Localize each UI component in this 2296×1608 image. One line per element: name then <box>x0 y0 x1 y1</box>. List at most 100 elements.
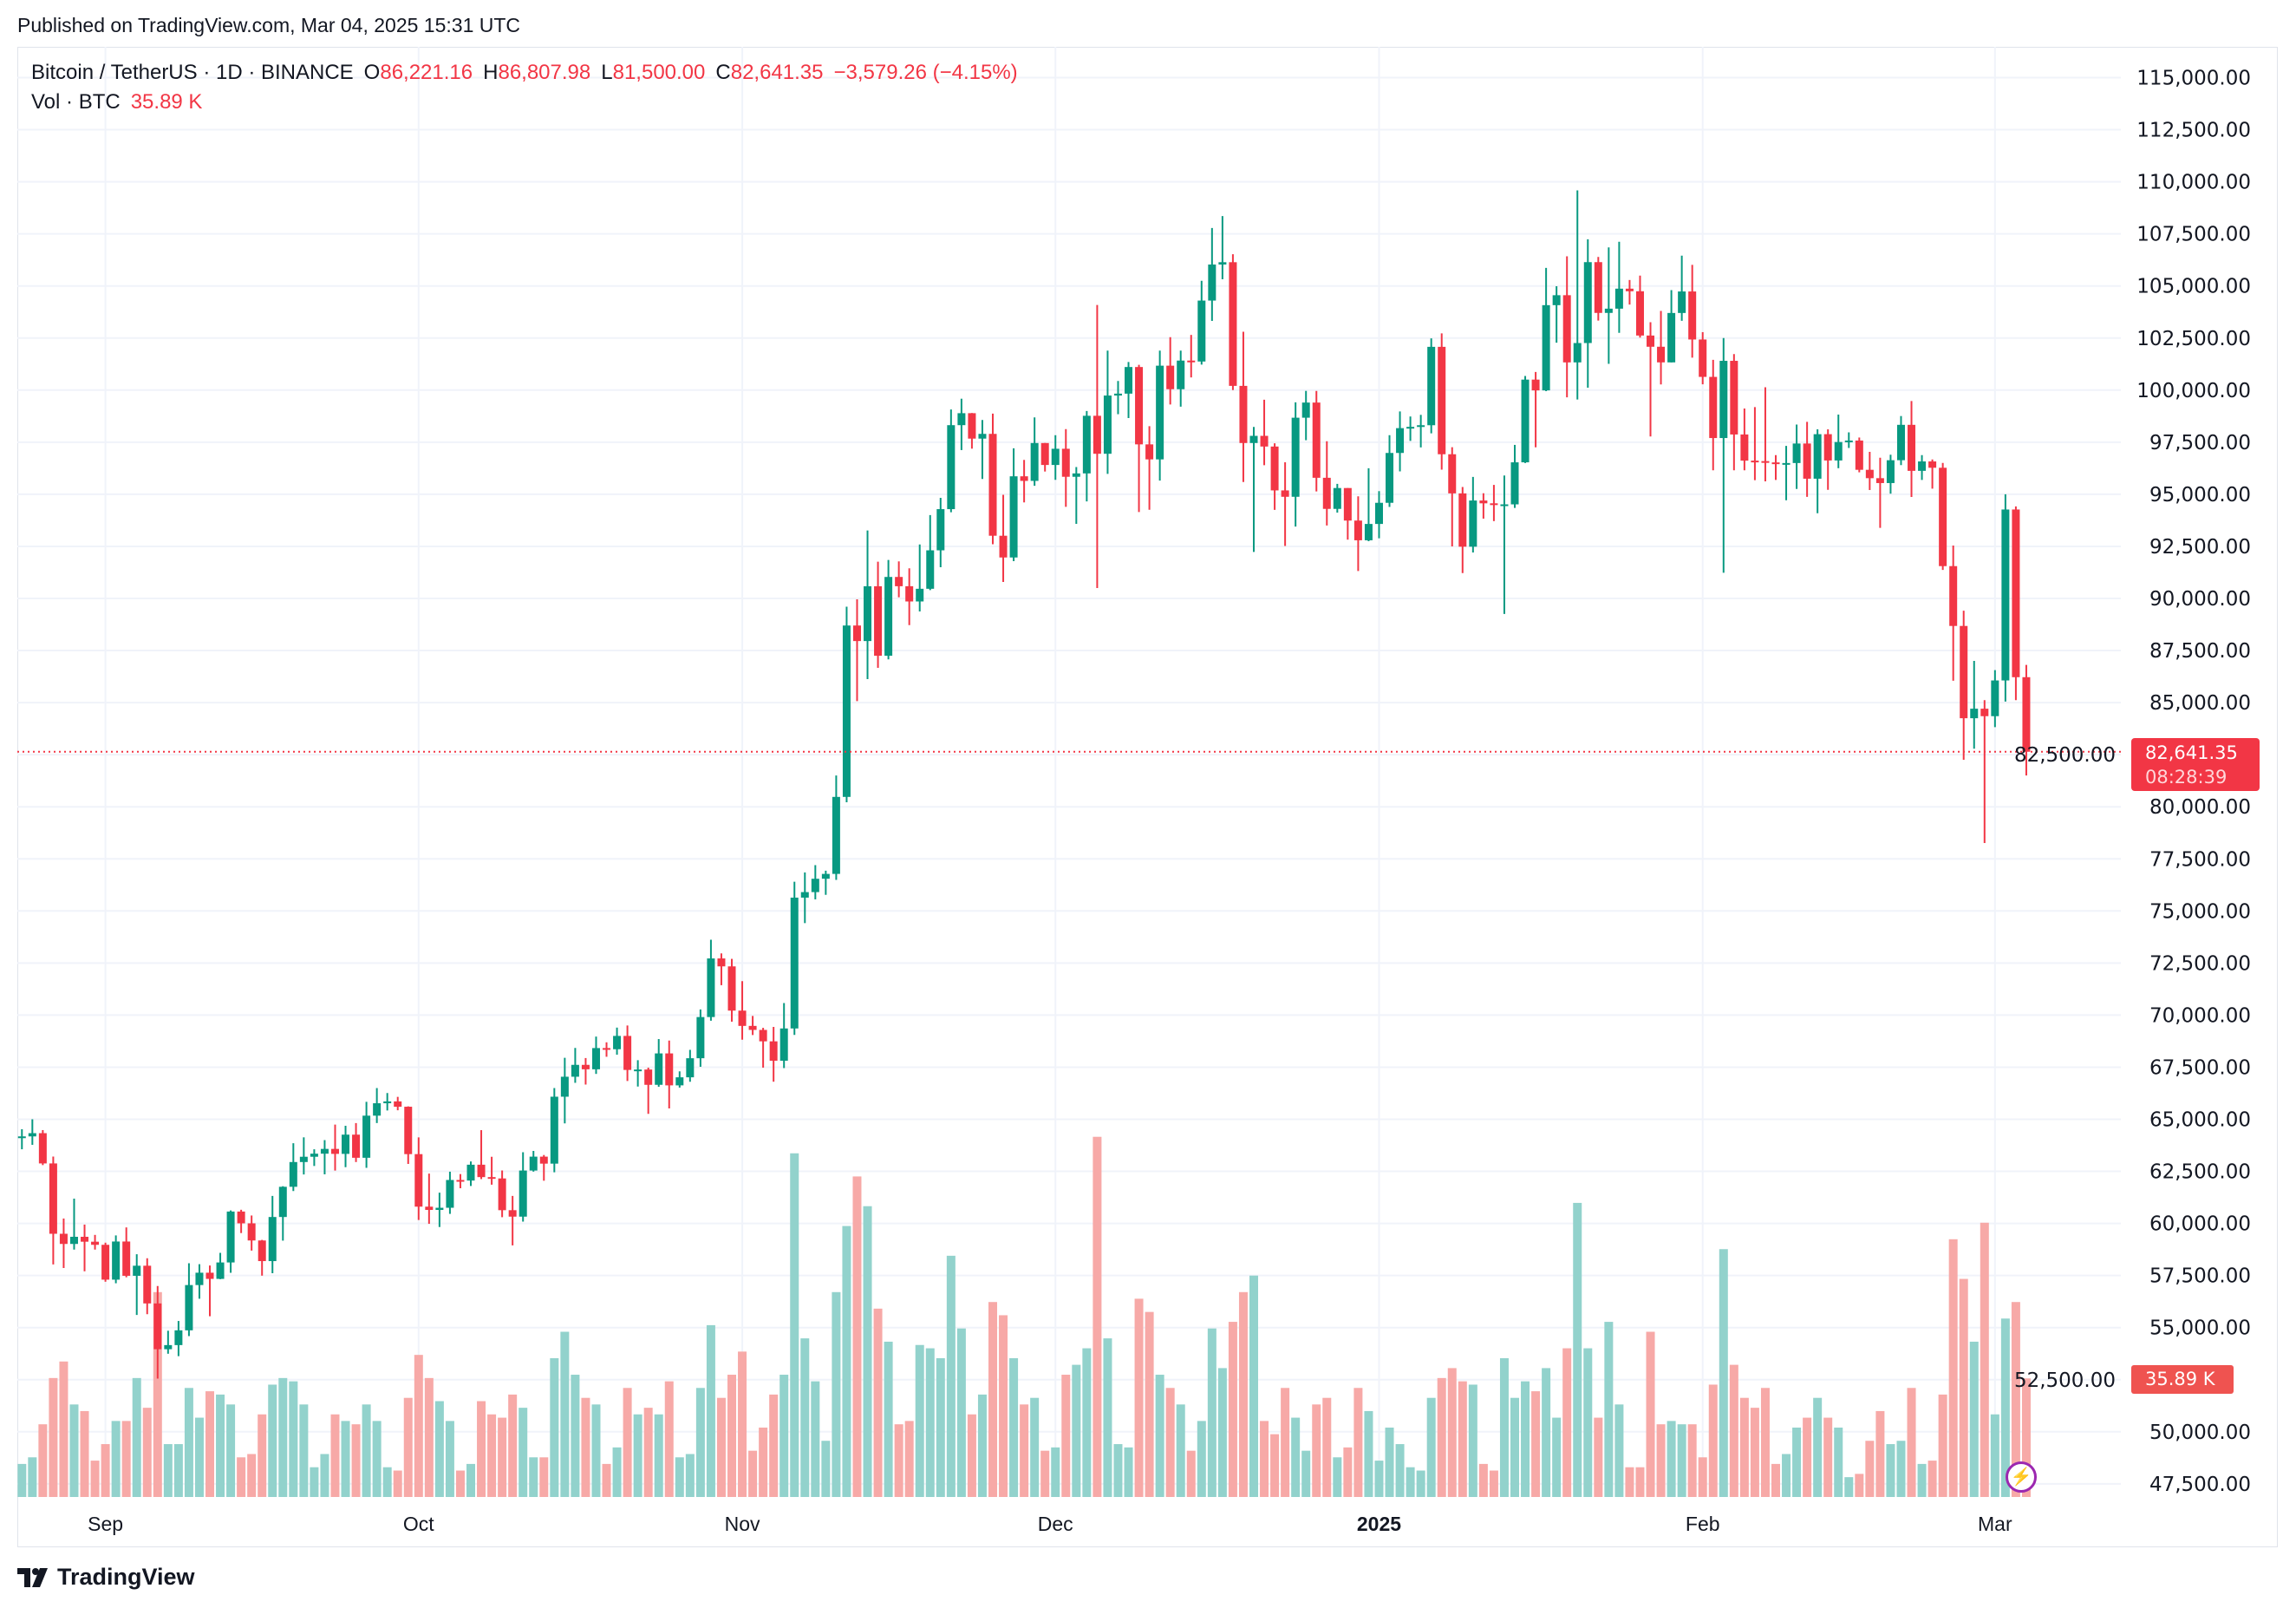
volume-bar <box>915 1344 924 1497</box>
candle-body <box>1322 477 1331 509</box>
candle-body <box>717 958 726 967</box>
volume-bar <box>424 1377 434 1497</box>
candle-body <box>1625 288 1634 291</box>
volume-bar <box>1980 1222 1989 1497</box>
candle-body <box>1009 476 1018 558</box>
volume-bar <box>1333 1457 1342 1497</box>
candle-body <box>1177 360 1185 389</box>
price-tick-label: 105,000.00 <box>2136 276 2251 298</box>
volume-bar <box>1009 1357 1019 1497</box>
volume-bar <box>1969 1341 1979 1497</box>
volume-label[interactable]: Vol · BTC <box>31 90 121 114</box>
candle-body <box>414 1154 423 1207</box>
symbol-title[interactable]: Bitcoin / TetherUS · 1D · BINANCE <box>31 61 354 84</box>
candle-body <box>383 1101 392 1104</box>
change-value: −3,579.26 (−4.15%) <box>833 61 1018 84</box>
volume-bar <box>194 1417 204 1497</box>
candle-body <box>28 1133 36 1137</box>
tradingview-logo[interactable]: TradingView <box>17 1564 195 1591</box>
volume-bar <box>748 1450 758 1497</box>
candle-body <box>1730 361 1738 435</box>
volume-bar <box>811 1381 820 1497</box>
price-tick-label: 115,000.00 <box>2136 68 2251 90</box>
volume-bar <box>832 1291 841 1497</box>
open-label: O <box>363 61 381 84</box>
volume-legend: Vol · BTC 35.89 K <box>31 90 202 114</box>
candle-body <box>1709 376 1718 439</box>
volume-bar <box>1051 1447 1060 1497</box>
volume-bar <box>163 1444 173 1497</box>
candle-body <box>1792 443 1801 463</box>
volume-bar <box>623 1388 632 1497</box>
volume-value: 35.89 K <box>130 90 203 114</box>
price-tick-label: 92,500.00 <box>2149 536 2251 559</box>
volume-bar <box>393 1470 402 1497</box>
candle-body <box>143 1265 152 1304</box>
volume-bar <box>1176 1404 1185 1497</box>
candle-body <box>1438 346 1446 454</box>
volume-bar <box>1510 1397 1519 1497</box>
candle-body <box>2022 677 2031 752</box>
volume-bar <box>977 1394 987 1497</box>
candle-body <box>1166 365 1175 389</box>
volume-bar <box>1813 1397 1823 1497</box>
volume-bar <box>351 1424 361 1497</box>
volume-bar <box>1186 1450 1196 1497</box>
last-price-value: 82,641.35 <box>2145 742 2238 763</box>
candle-body <box>811 879 819 892</box>
volume-bar <box>1760 1388 1770 1497</box>
candle-body <box>1782 462 1790 465</box>
volume-bar <box>550 1357 559 1497</box>
volume-bar <box>1468 1384 1477 1497</box>
candle-body <box>832 796 840 874</box>
candle-body <box>1135 367 1144 445</box>
volume-bar <box>132 1377 141 1497</box>
volume-bar <box>821 1441 831 1497</box>
candle-body <box>550 1096 558 1164</box>
candle-body <box>1197 300 1206 362</box>
candle-body <box>623 1036 632 1070</box>
volume-tag: 35.89 K <box>2131 1365 2234 1394</box>
volume-bar <box>445 1421 454 1497</box>
volume-bar <box>1531 1391 1541 1497</box>
price-tick-label: 55,000.00 <box>2149 1317 2251 1340</box>
volume-bar <box>852 1176 862 1497</box>
volume-bar <box>1113 1444 1123 1497</box>
volume-bar <box>1238 1291 1248 1497</box>
candle-body <box>1281 490 1289 497</box>
volume-bar <box>1583 1348 1593 1497</box>
volume-bar <box>1155 1375 1164 1497</box>
volume-bar <box>1886 1444 1895 1497</box>
volume-bar <box>205 1391 214 1497</box>
candle-body <box>1991 680 1999 716</box>
candle-body <box>1448 454 1457 494</box>
candle-body <box>299 1156 308 1162</box>
price-tick-label: 67,500.00 <box>2149 1056 2251 1079</box>
candle-body <box>1647 335 1655 347</box>
candle-body <box>1594 262 1602 313</box>
candle-body <box>696 1016 705 1059</box>
candle-body <box>874 585 883 657</box>
volume-bar <box>664 1381 674 1497</box>
volume-bar <box>1625 1467 1634 1497</box>
volume-bar <box>1855 1474 1864 1497</box>
candle-body <box>1688 291 1697 340</box>
candle-body <box>1343 487 1352 521</box>
volume-bar <box>1437 1377 1446 1497</box>
candle-body <box>1145 444 1154 460</box>
volume-bar <box>602 1463 611 1497</box>
candle-body <box>226 1211 235 1263</box>
volume-bar <box>1823 1417 1833 1497</box>
chart-frame <box>17 47 2278 1547</box>
candle-body <box>842 625 851 797</box>
candle-body <box>247 1223 256 1241</box>
lightning-bolt-icon[interactable]: ⚡ <box>2006 1461 2037 1493</box>
price-tick-label: 97,500.00 <box>2149 432 2251 454</box>
volume-bar <box>1959 1278 1968 1497</box>
candle-body <box>362 1115 371 1158</box>
candle-body <box>790 897 799 1029</box>
volume-bar <box>1750 1408 1759 1497</box>
candle-body <box>1771 462 1780 465</box>
volume-bar <box>873 1308 883 1497</box>
